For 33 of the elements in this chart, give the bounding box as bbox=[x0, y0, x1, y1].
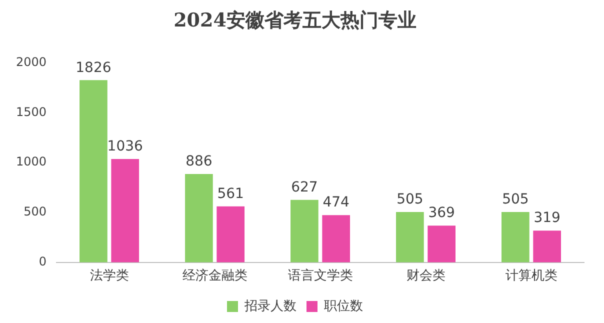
data-label: 505 bbox=[396, 192, 424, 208]
y-tick-label: 2000 bbox=[16, 54, 47, 69]
y-tick-label: 1500 bbox=[16, 104, 47, 119]
data-label: 319 bbox=[534, 210, 560, 226]
bar bbox=[290, 200, 318, 262]
data-label: 1826 bbox=[76, 60, 112, 76]
x-tick-label: 计算机类 bbox=[505, 268, 558, 284]
data-label: 886 bbox=[186, 154, 212, 170]
bar bbox=[502, 212, 530, 262]
x-tick-label: 语言文学类 bbox=[288, 268, 353, 284]
bar bbox=[80, 80, 108, 262]
data-label: 1036 bbox=[107, 138, 144, 155]
bar bbox=[216, 206, 245, 262]
bar bbox=[428, 226, 456, 262]
data-label: 474 bbox=[322, 194, 350, 211]
bar bbox=[185, 174, 213, 262]
bar bbox=[322, 215, 350, 262]
y-tick-label: 500 bbox=[24, 204, 47, 219]
x-tick-label: 财会类 bbox=[406, 268, 446, 284]
data-label: 505 bbox=[502, 192, 529, 208]
bar bbox=[533, 230, 562, 262]
legend-label: 职位数 bbox=[324, 298, 363, 314]
data-label: 561 bbox=[217, 186, 244, 202]
x-tick-label: 经济金融类 bbox=[182, 268, 248, 284]
chart-title: 2024安徽省考五大热门专业 bbox=[174, 9, 416, 32]
x-tick-label: 法学类 bbox=[90, 268, 129, 284]
data-label: 369 bbox=[428, 205, 455, 222]
y-tick-label: 0 bbox=[38, 254, 47, 269]
data-label: 627 bbox=[291, 179, 318, 196]
legend-label: 招录人数 bbox=[244, 298, 296, 314]
bar bbox=[111, 159, 140, 262]
y-tick-label: 1000 bbox=[16, 154, 47, 169]
bar bbox=[396, 212, 424, 262]
